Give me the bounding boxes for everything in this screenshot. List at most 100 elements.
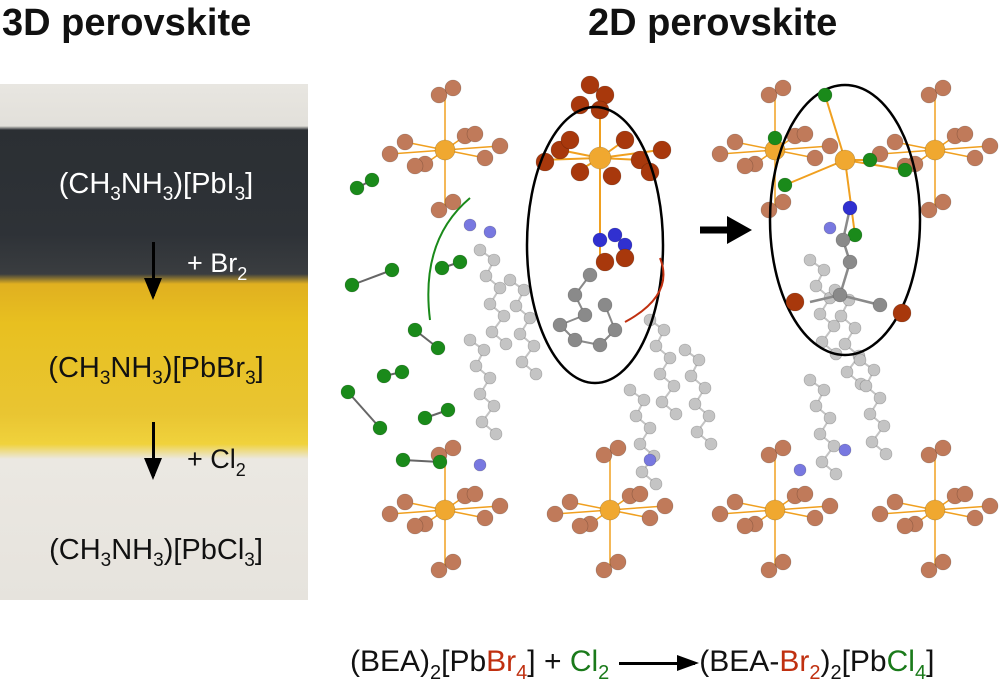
subscript: 3 — [110, 184, 121, 205]
lead-atom — [434, 499, 456, 521]
bromine-atom — [736, 517, 754, 535]
carbon-atom — [499, 337, 513, 351]
carbon-atom — [607, 322, 623, 338]
green-curved-arrow — [427, 197, 471, 321]
carbon-atom — [649, 477, 663, 491]
bromine-atom — [570, 162, 590, 182]
bromine-atom — [956, 485, 974, 503]
nitrogen-atom — [483, 225, 497, 239]
bromine-atom — [609, 553, 627, 571]
nitrogen-atom — [793, 463, 807, 477]
chlorine-atom — [440, 402, 456, 418]
formula-text: Cl — [569, 645, 599, 678]
bromine-atom — [934, 193, 952, 211]
carbon-atom — [657, 323, 671, 337]
carbon-atom — [649, 339, 663, 353]
bromine-atom — [711, 145, 729, 163]
subscript: 3 — [244, 550, 255, 571]
bromine-atom — [444, 79, 462, 97]
carbon-atom — [840, 365, 854, 379]
bromine-atom — [491, 497, 509, 515]
formula-text: NH — [111, 534, 154, 566]
bromine-atom — [430, 201, 448, 219]
carbon-atom — [635, 465, 649, 479]
bromine-atom — [406, 157, 424, 175]
bond — [784, 159, 846, 186]
carbon-atom — [483, 371, 497, 385]
formula-text: (CH — [58, 168, 111, 200]
chlorine-atom — [394, 364, 410, 380]
carbon-atom — [859, 379, 873, 393]
carbon-atom — [523, 311, 537, 325]
bromine-atom — [934, 79, 952, 97]
carbon-atom — [477, 343, 491, 357]
bond — [844, 159, 906, 171]
bromine-atom — [602, 166, 622, 186]
carbon-atom — [848, 321, 862, 335]
chlorine-atom — [767, 130, 783, 146]
carbon-atom — [503, 273, 517, 287]
chlorine-atom — [340, 384, 356, 400]
subscript: 2 — [598, 662, 610, 684]
title-3d-perovskite: 3D perovskite — [2, 2, 252, 44]
formula-pbcl3: (CH3NH3)[PbCl3] — [49, 534, 263, 570]
formula-text: )[PbI — [173, 168, 235, 200]
formula-text: )[PbBr — [162, 352, 246, 384]
carbon-atom — [663, 351, 677, 365]
bromine-atom — [796, 485, 814, 503]
carbon-atom — [577, 307, 593, 323]
chlorine-atom — [432, 454, 448, 470]
chlorine-atom — [407, 322, 423, 338]
nitrogen-atom — [838, 443, 852, 457]
bromine-atom — [595, 446, 613, 464]
subscript: 2 — [237, 264, 248, 284]
carbon-atom — [872, 297, 888, 313]
chlorine-atom — [417, 410, 433, 426]
bromine-atom — [491, 137, 509, 155]
carbon-atom — [669, 407, 683, 421]
lead-atom — [434, 139, 456, 161]
subscript: 3 — [162, 184, 174, 205]
carbon-atom — [698, 381, 712, 395]
formula-text: NH — [110, 352, 153, 384]
bromine-atom — [981, 497, 999, 515]
bromine-atom — [652, 140, 672, 160]
carbon-atom — [473, 387, 487, 401]
bromine-atom — [580, 75, 600, 95]
highlight-ellipse-left — [525, 105, 665, 385]
bromine-atom — [871, 505, 889, 523]
bromine-atom — [896, 517, 914, 535]
formula-text: Cl — [886, 645, 915, 678]
subscript: 3 — [245, 368, 256, 389]
bromine-atom — [595, 561, 613, 579]
bromine-atom — [886, 133, 904, 151]
nitrogen-atom — [607, 227, 623, 243]
carbon-atom — [809, 399, 823, 413]
carbon-atom — [817, 263, 831, 277]
formula-text: ] — [254, 534, 263, 566]
carbon-atom — [873, 391, 887, 405]
carbon-atom — [637, 393, 651, 407]
reaction-equation: (BEA)2[PbBr4] + Cl2 (BEA-Br2)2[PbCl4] — [350, 645, 934, 683]
bond — [351, 269, 393, 286]
bromine-atom — [736, 157, 754, 175]
carbon-atom — [879, 447, 893, 461]
bromine-atom — [396, 133, 414, 151]
formula-text: (CH — [49, 534, 101, 566]
nitrogen-atom — [463, 218, 477, 232]
carbon-atom — [633, 437, 647, 451]
subscript: 2 — [235, 460, 246, 480]
carbon-atom — [463, 333, 477, 347]
formula-text: Br — [779, 645, 810, 678]
carbon-atom — [692, 353, 706, 367]
lead-atom — [599, 499, 621, 521]
carbon-atom — [704, 437, 718, 451]
carbon-atom — [527, 339, 541, 353]
carbon-atom — [688, 397, 702, 411]
reagent-br2: + Br2 — [187, 248, 247, 283]
bromine-atom — [476, 509, 494, 527]
chlorine-atom — [817, 87, 833, 103]
red-curved-arrow — [624, 257, 665, 323]
lead-atom — [588, 146, 612, 170]
bromine-atom — [760, 561, 778, 579]
